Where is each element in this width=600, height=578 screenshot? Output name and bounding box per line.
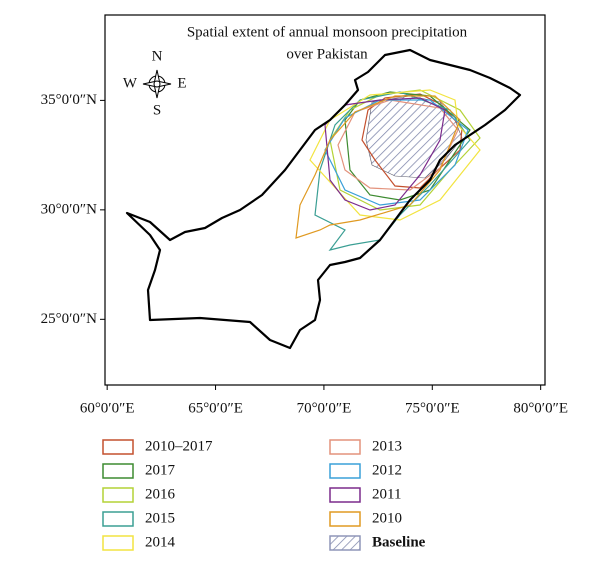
legend-swatch: [102, 487, 134, 503]
legend-label: 2011: [372, 486, 401, 502]
legend-label: 2010: [372, 510, 402, 526]
map-title-line: Spatial extent of annual monsoon precipi…: [187, 24, 468, 40]
y-tick-label: 25°0′0″N: [41, 311, 98, 327]
legend-label: 2017: [145, 462, 176, 478]
x-tick-label: 80°0′0″E: [513, 400, 568, 416]
x-tick-label: 60°0′0″E: [80, 400, 135, 416]
legend-label: 2012: [372, 462, 402, 478]
compass-n: N: [152, 48, 163, 64]
legend-swatch: [102, 535, 134, 551]
compass-rose: N S E W: [123, 48, 187, 118]
legend-swatch: [102, 439, 134, 455]
compass-e: E: [177, 75, 186, 91]
legend-swatch: [329, 511, 361, 527]
compass-w: W: [123, 75, 138, 91]
legend-swatch: [329, 439, 361, 455]
compass-s: S: [153, 102, 161, 118]
legend-label: Baseline: [372, 534, 426, 550]
map-frame: [104, 14, 546, 386]
y-tick-label: 35°0′0″N: [41, 92, 98, 108]
legend-swatch: [102, 511, 134, 527]
legend-label: 2014: [145, 534, 176, 550]
legend-swatch: [329, 535, 361, 551]
legend-swatch: [329, 463, 361, 479]
x-tick-label: 75°0′0″E: [405, 400, 460, 416]
y-tick-label: 30°0′0″N: [41, 201, 98, 217]
map-title-line: over Pakistan: [286, 46, 368, 62]
legend-swatch: [329, 487, 361, 503]
legend-label: 2016: [145, 486, 176, 502]
legend-swatch: [102, 463, 134, 479]
x-tick-label: 65°0′0″E: [188, 400, 243, 416]
x-tick-label: 70°0′0″E: [297, 400, 352, 416]
legend-label: 2010–2017: [145, 438, 213, 454]
legend-label: 2013: [372, 438, 402, 454]
pakistan-outline: [125, 48, 522, 350]
legend-label: 2015: [145, 510, 175, 526]
precipitation-extents: [295, 89, 481, 251]
